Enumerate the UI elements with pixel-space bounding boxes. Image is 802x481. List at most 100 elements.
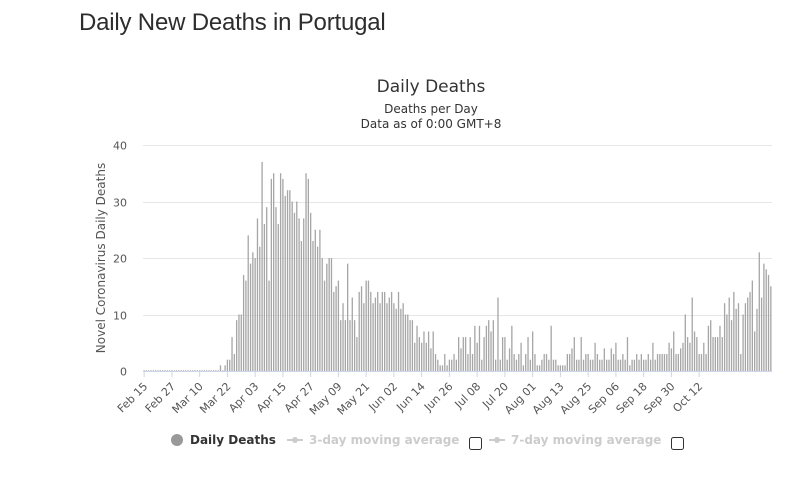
bar[interactable] — [545, 354, 548, 371]
bar[interactable] — [506, 359, 508, 371]
bar[interactable] — [277, 224, 279, 371]
bar[interactable] — [171, 370, 173, 371]
bar[interactable] — [303, 218, 305, 371]
bar[interactable] — [608, 359, 610, 371]
bar[interactable] — [677, 354, 679, 371]
bar[interactable] — [490, 331, 492, 371]
bar[interactable] — [356, 337, 358, 371]
bar[interactable] — [717, 337, 719, 371]
bar[interactable] — [723, 303, 726, 371]
bar[interactable] — [256, 218, 259, 371]
bar[interactable] — [481, 359, 483, 371]
bar[interactable] — [467, 354, 469, 371]
bar-series-daily-deaths[interactable] — [143, 161, 772, 372]
bar[interactable] — [649, 359, 652, 371]
bar[interactable] — [432, 331, 434, 371]
bar[interactable] — [629, 365, 631, 371]
bar[interactable] — [182, 370, 185, 371]
bar[interactable] — [252, 252, 254, 371]
bar[interactable] — [673, 331, 675, 371]
bar[interactable] — [282, 178, 284, 371]
bar[interactable] — [733, 291, 735, 371]
bar[interactable] — [421, 342, 423, 371]
bar[interactable] — [548, 359, 550, 371]
bar[interactable] — [462, 337, 464, 371]
bar[interactable] — [670, 348, 673, 371]
bar[interactable] — [180, 370, 182, 371]
bar[interactable] — [335, 286, 337, 371]
bar[interactable] — [231, 337, 233, 371]
bar[interactable] — [668, 342, 670, 371]
bar[interactable] — [397, 291, 400, 371]
bar[interactable] — [654, 359, 656, 371]
bar[interactable] — [164, 370, 166, 371]
bar[interactable] — [374, 297, 377, 371]
bar[interactable] — [444, 354, 446, 371]
bar[interactable] — [148, 370, 150, 371]
bar[interactable] — [275, 207, 277, 371]
bar[interactable] — [145, 370, 148, 371]
bar[interactable] — [296, 201, 298, 372]
bar[interactable] — [751, 280, 753, 371]
bar[interactable] — [754, 331, 756, 371]
bar[interactable] — [478, 325, 481, 371]
bar[interactable] — [404, 314, 407, 372]
bar[interactable] — [663, 354, 666, 371]
bar[interactable] — [390, 291, 393, 371]
bar[interactable] — [261, 161, 263, 371]
bar[interactable] — [215, 370, 217, 371]
bar[interactable] — [464, 337, 467, 371]
bar[interactable] — [534, 354, 536, 371]
bar[interactable] — [599, 359, 601, 371]
bar[interactable] — [680, 348, 682, 371]
bar[interactable] — [592, 359, 594, 371]
bar[interactable] — [624, 359, 626, 371]
bar[interactable] — [423, 331, 425, 371]
bar[interactable] — [756, 308, 758, 371]
bar[interactable] — [224, 365, 226, 371]
bar[interactable] — [675, 354, 677, 371]
bar[interactable] — [594, 342, 596, 371]
bar[interactable] — [407, 314, 409, 372]
bar[interactable] — [233, 354, 235, 371]
bar[interactable] — [573, 337, 575, 371]
bar[interactable] — [342, 303, 344, 371]
bar[interactable] — [612, 354, 615, 371]
bar[interactable] — [187, 370, 189, 371]
bar[interactable] — [316, 246, 319, 371]
bar[interactable] — [737, 303, 740, 371]
bar[interactable] — [254, 258, 256, 371]
bar[interactable] — [610, 348, 612, 371]
bar[interactable] — [705, 354, 707, 371]
bar[interactable] — [448, 359, 451, 371]
bar[interactable] — [714, 337, 716, 371]
bar[interactable] — [289, 190, 291, 371]
bar[interactable] — [249, 263, 252, 371]
bar[interactable] — [199, 370, 201, 371]
bar[interactable] — [247, 235, 249, 371]
bar[interactable] — [527, 337, 529, 371]
bar[interactable] — [693, 331, 696, 371]
bar[interactable] — [569, 354, 571, 371]
bar[interactable] — [582, 359, 585, 371]
bar[interactable] — [370, 291, 372, 371]
bar[interactable] — [210, 370, 212, 371]
bar[interactable] — [550, 325, 552, 371]
bar[interactable] — [532, 331, 534, 371]
bar[interactable] — [300, 241, 303, 371]
bar[interactable] — [541, 359, 543, 371]
bar[interactable] — [425, 342, 427, 371]
bar[interactable] — [529, 359, 531, 371]
bar[interactable] — [434, 354, 437, 371]
bar[interactable] — [365, 280, 367, 371]
bar[interactable] — [511, 325, 513, 371]
bar[interactable] — [219, 365, 222, 371]
bar[interactable] — [501, 337, 504, 371]
bar[interactable] — [471, 354, 474, 371]
bar[interactable] — [744, 303, 747, 371]
bar[interactable] — [525, 354, 527, 371]
bar[interactable] — [418, 337, 420, 371]
bar[interactable] — [194, 370, 196, 371]
bar[interactable] — [414, 342, 416, 371]
bar[interactable] — [703, 342, 705, 371]
